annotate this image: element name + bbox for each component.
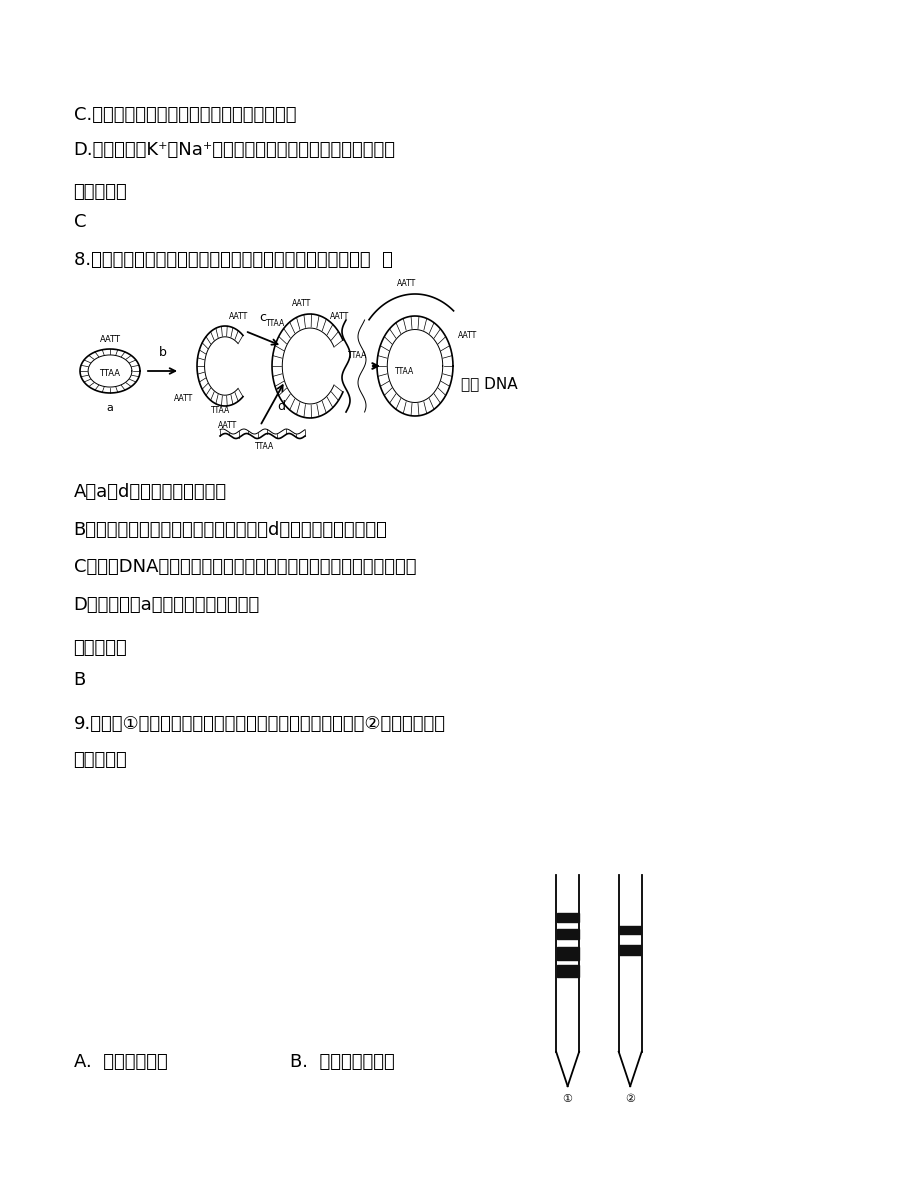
Text: TTAA: TTAA (255, 442, 275, 451)
Text: 可能来自于: 可能来自于 (74, 752, 127, 769)
Text: AATT: AATT (292, 299, 312, 308)
Text: B.  生长的柳树幼叶: B. 生长的柳树幼叶 (289, 1053, 394, 1071)
Text: TTAA: TTAA (395, 367, 414, 375)
Text: AATT: AATT (229, 312, 248, 322)
Bar (556, 948, 578, 960)
Text: C.兴奋在反射弧中以神经冲动的方式双向传递: C.兴奋在反射弧中以神经冲动的方式双向传递 (74, 106, 296, 124)
Bar (618, 944, 641, 955)
Text: d: d (277, 399, 285, 412)
Text: ②: ② (625, 1095, 634, 1104)
Text: AATT: AATT (174, 394, 193, 403)
Text: ①: ① (562, 1095, 572, 1104)
Text: 8.下列是一种生物技术，对此技术过程的说法，错误的是：（  ）: 8.下列是一种生物技术，对此技术过程的说法，错误的是：（ ） (74, 251, 392, 269)
Text: AATT: AATT (99, 335, 120, 344)
Bar (618, 925, 641, 935)
Text: 参考答案：: 参考答案： (74, 183, 127, 201)
Text: AATT: AATT (458, 331, 477, 341)
Bar (556, 913, 578, 922)
Text: A、a和d的切割需用同一种酶: A、a和d的切割需用同一种酶 (74, 484, 226, 501)
Text: B: B (74, 671, 85, 690)
Text: 重组 DNA: 重组 DNA (460, 376, 517, 392)
Text: a: a (107, 403, 113, 413)
Text: C: C (74, 213, 86, 231)
Text: TTAA: TTAA (347, 351, 367, 361)
Text: 9.右图中①代表新鲜菠菜叶的光合色素纸层析结果，则右图②所示结果最有: 9.右图中①代表新鲜菠菜叶的光合色素纸层析结果，则右图②所示结果最有 (74, 715, 445, 732)
Text: B、通过反转录法获得的真核生物细胞的d由外显子和内含子组成: B、通过反转录法获得的真核生物细胞的d由外显子和内含子组成 (74, 520, 387, 540)
Text: TTAA: TTAA (211, 406, 231, 414)
Text: 参考答案：: 参考答案： (74, 640, 127, 657)
Text: A.  水培的洋葱叶: A. 水培的洋葱叶 (74, 1053, 167, 1071)
Text: AATT: AATT (330, 312, 349, 322)
Text: TTAA: TTAA (266, 319, 285, 329)
Text: b: b (158, 347, 166, 358)
Text: AATT: AATT (397, 279, 416, 288)
Text: TTAA: TTAA (99, 369, 120, 379)
Text: c: c (259, 311, 267, 324)
Text: D.细胞膜内外K⁺、Na⁺分布不均匀是神经纤维兴奋传导的基础: D.细胞膜内外K⁺、Na⁺分布不均匀是神经纤维兴奋传导的基础 (74, 141, 395, 160)
Text: C、重组DNA转移至受体细胞，主要借鉴细菌或病毒侵染细胞的途径: C、重组DNA转移至受体细胞，主要借鉴细菌或病毒侵染细胞的途径 (74, 559, 415, 576)
Bar (556, 965, 578, 977)
Text: D、最常用的a存在于大肠杆菌细胞中: D、最常用的a存在于大肠杆菌细胞中 (74, 596, 259, 615)
Bar (556, 929, 578, 939)
Text: AATT: AATT (218, 420, 237, 430)
